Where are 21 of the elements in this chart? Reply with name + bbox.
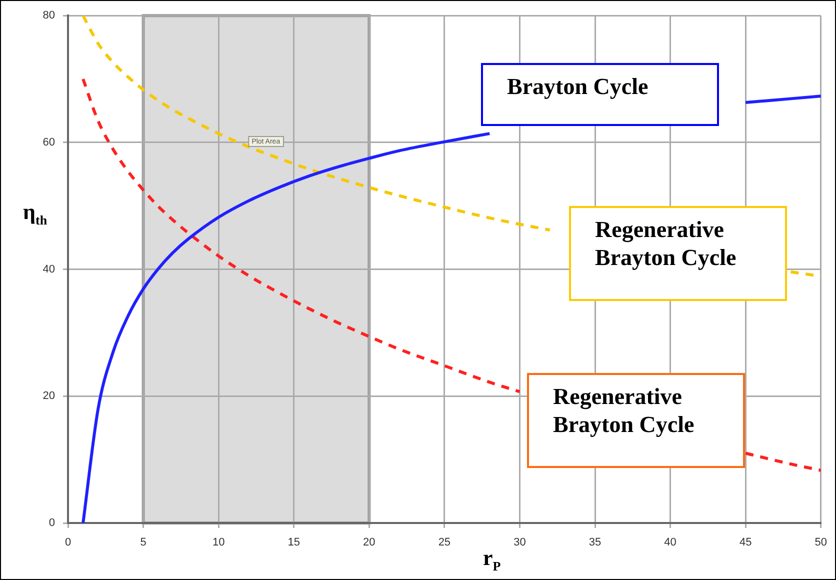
text-box: Regenerative Brayton Cycle [569,206,787,301]
y-tick-label: 0 [48,517,55,530]
x-tick-label: 15 [288,536,300,549]
x-tick-label: 20 [363,536,376,549]
y-tick-label: 60 [42,136,55,148]
text-box: Regenerative Brayton Cycle [527,373,745,468]
x-tick-label: 35 [588,536,602,549]
x-tick-label: 45 [739,536,752,549]
x-tick-label: 10 [212,536,225,549]
x-axis-title: r$_{P}$ [483,545,501,574]
y-tick-label: 20 [42,390,55,402]
y-tick-label: 80 [42,10,55,22]
y-tick-label: 40 [42,263,55,276]
x-tick-label: 30 [514,536,526,549]
x-tick-label: 40 [664,536,676,549]
y-axis-title: η$_{th}$ [23,199,48,228]
x-tick-label: 25 [438,536,451,549]
text-box: Brayton Cycle [481,63,719,126]
x-tick-label: 5 [140,536,146,549]
x-tick-label: 50 [814,536,828,549]
x-tick-label: 0 [64,536,72,549]
